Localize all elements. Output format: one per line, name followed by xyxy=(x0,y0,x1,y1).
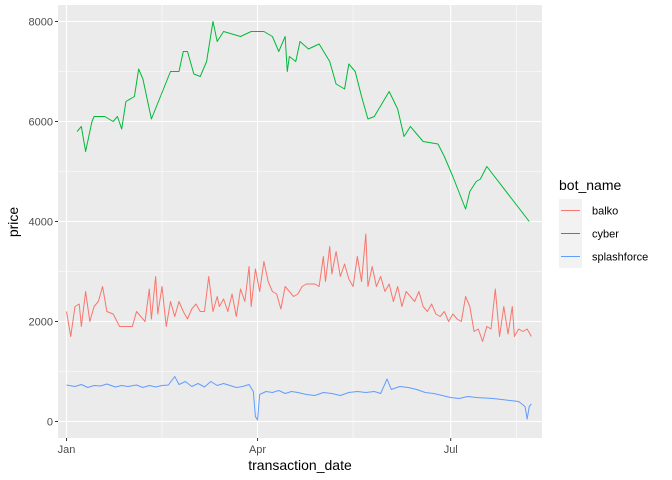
major-gridlines xyxy=(58,5,542,438)
legend-title: bot_name xyxy=(559,177,621,193)
y-tick-label: 0 xyxy=(47,417,53,429)
x-tick-label: Apr xyxy=(249,444,266,456)
x-axis: Jan Apr Jul xyxy=(58,438,458,456)
legend-label-balko: balko xyxy=(592,206,618,218)
y-tick-label: 6000 xyxy=(29,117,53,129)
x-tick-label: Jan xyxy=(58,444,76,456)
y-tick-label: 4000 xyxy=(29,217,53,229)
legend-label-splashforce: splashforce xyxy=(592,252,648,264)
series-line-splashforce xyxy=(66,376,532,421)
y-tick-label: 2000 xyxy=(29,317,53,329)
legend-label-cyber: cyber xyxy=(592,229,619,241)
y-tick-label: 8000 xyxy=(29,17,53,29)
legend: bot_name balko cyber splashforce xyxy=(559,177,648,268)
y-axis: 0 2000 4000 6000 8000 xyxy=(29,17,58,429)
series-line-cyber xyxy=(76,21,530,222)
series-line-balko xyxy=(65,233,532,342)
x-axis-title: transaction_date xyxy=(248,457,352,473)
series-layer xyxy=(65,21,532,421)
x-tick-label: Jul xyxy=(444,444,458,456)
y-axis-title: price xyxy=(5,207,21,238)
